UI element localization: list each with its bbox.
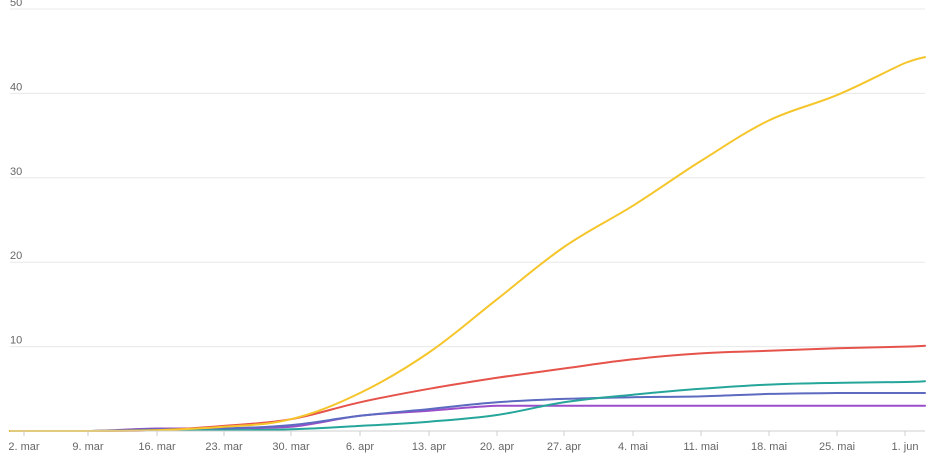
x-tick-label: 9. mar [72,441,104,453]
y-tick-label: 10 [10,335,22,347]
series-line-1 [9,56,926,433]
series-line-4 [9,392,926,433]
x-tick-label: 27. apr [547,441,582,453]
x-tick-label: 13. apr [412,441,447,453]
y-tick-label: 50 [10,0,22,9]
y-tick-label: 40 [10,81,22,93]
x-tick-label: 1. jun [892,441,919,453]
x-tick-label: 25. mai [819,441,855,453]
x-tick-label: 23. mar [205,441,243,453]
axes: 10 20 30 40 50 2. mar 9. mar 16. mar 23. mar 30. … [8,0,925,453]
x-tick-label: 20. apr [480,441,515,453]
series-lines [9,56,926,433]
x-tick-label: 30. mar [272,441,310,453]
x-tick-label: 16. mar [138,441,176,453]
gridlines [10,8,925,348]
x-tick-label: 11. mai [683,441,718,453]
x-tick-label: 18. mai [751,441,787,453]
x-tick-label: 4. mai [618,441,648,453]
y-tick-label: 30 [10,166,22,178]
x-tick-label: 2. mar [8,441,40,453]
x-tick-label: 6. apr [346,441,374,453]
y-tick-label: 20 [10,250,22,262]
